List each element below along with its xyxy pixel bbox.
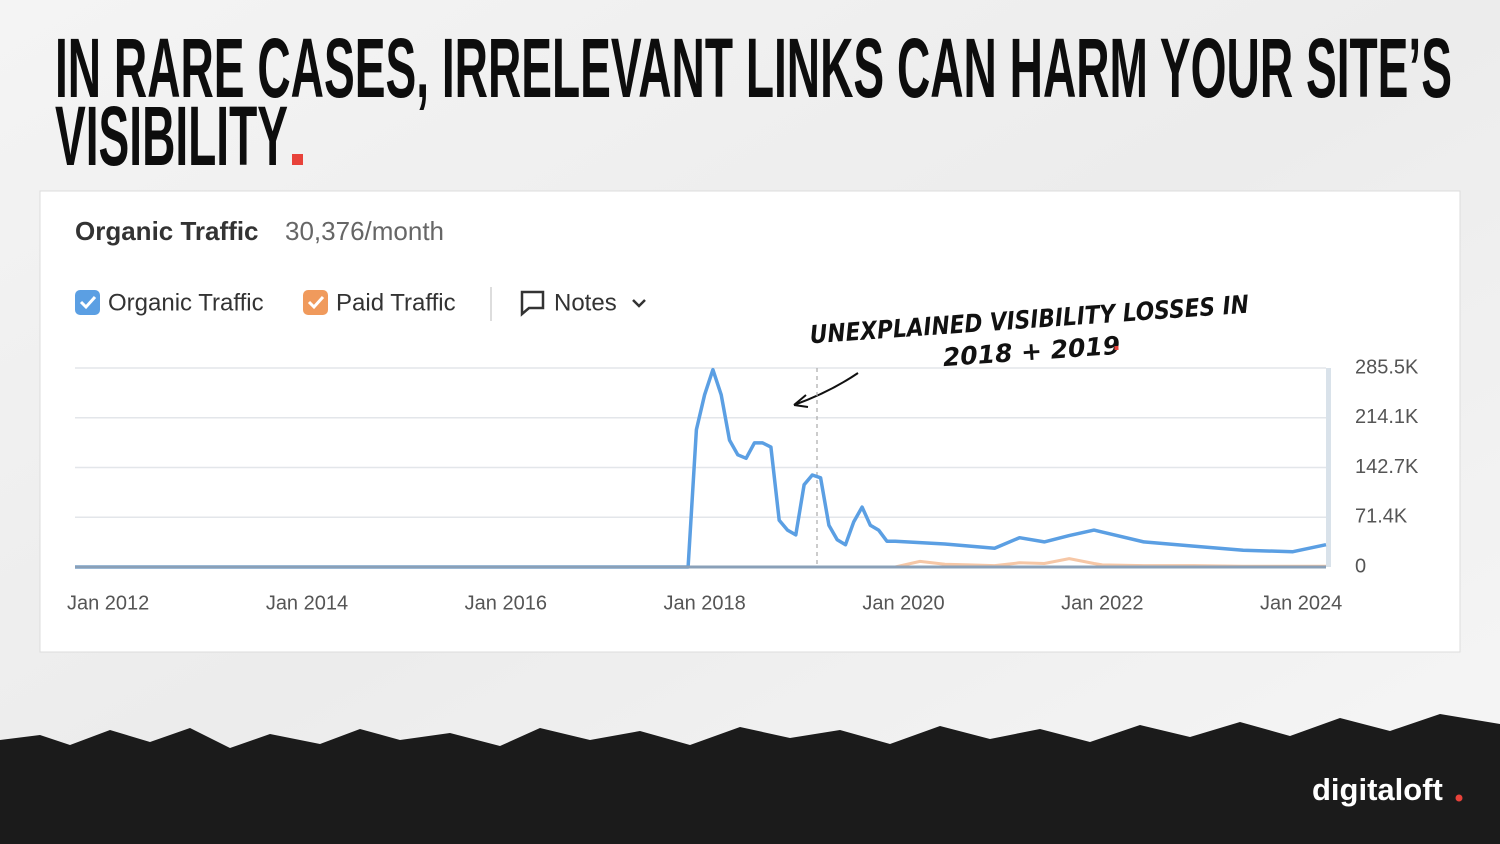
check-icon <box>307 295 325 310</box>
y-tick-label: 0 <box>1355 555 1366 577</box>
x-tick-label: Jan 2014 <box>266 592 348 614</box>
x-tick-label: Jan 2024 <box>1260 592 1342 614</box>
y-tick-label: 214.1K <box>1355 406 1419 428</box>
chart-card <box>39 190 1461 653</box>
legend-label[interactable]: Paid Traffic <box>336 289 456 316</box>
x-tick-label: Jan 2020 <box>862 592 944 614</box>
y-tick-label: 285.5K <box>1355 356 1419 378</box>
legend-checkbox[interactable] <box>75 290 100 315</box>
legend-label[interactable]: Organic Traffic <box>108 289 264 316</box>
accent-dot <box>292 154 303 165</box>
notes-icon[interactable] <box>520 290 545 317</box>
check-icon <box>79 295 97 310</box>
range-handle <box>1326 368 1331 567</box>
brand-logo: digitaloft <box>1312 772 1443 807</box>
y-tick-label: 71.4K <box>1355 506 1408 528</box>
accent-dot <box>1114 345 1119 351</box>
chart-title: Organic Traffic <box>75 216 259 246</box>
annotation-arrow <box>793 372 859 408</box>
accent-dot <box>1455 794 1463 802</box>
x-tick-label: Jan 2018 <box>663 592 745 614</box>
x-tick-label: Jan 2016 <box>465 592 547 614</box>
y-tick-label: 142.7K <box>1355 456 1419 478</box>
plot: 0 71.4K 142.7K 214.1K 285.5K Jan 2012 Jan 2014… <box>67 356 1419 614</box>
chevron[interactable] <box>632 299 646 308</box>
headline: IN RARE CASES, IRRELEVANT LINKS CAN HARM… <box>55 21 1452 115</box>
legend-checkbox[interactable] <box>303 290 328 315</box>
x-tick-label: Jan 2012 <box>67 592 149 614</box>
notes-button[interactable]: Notes <box>554 289 617 316</box>
x-tick-label: Jan 2022 <box>1061 592 1143 614</box>
chart-subtitle: 30,376/month <box>285 216 444 246</box>
legend: Organic Traffic Paid Traffic Notes <box>75 287 646 321</box>
headline: VISIBILITY <box>55 89 288 183</box>
torn-band <box>0 714 1500 844</box>
series-line <box>75 367 1327 569</box>
